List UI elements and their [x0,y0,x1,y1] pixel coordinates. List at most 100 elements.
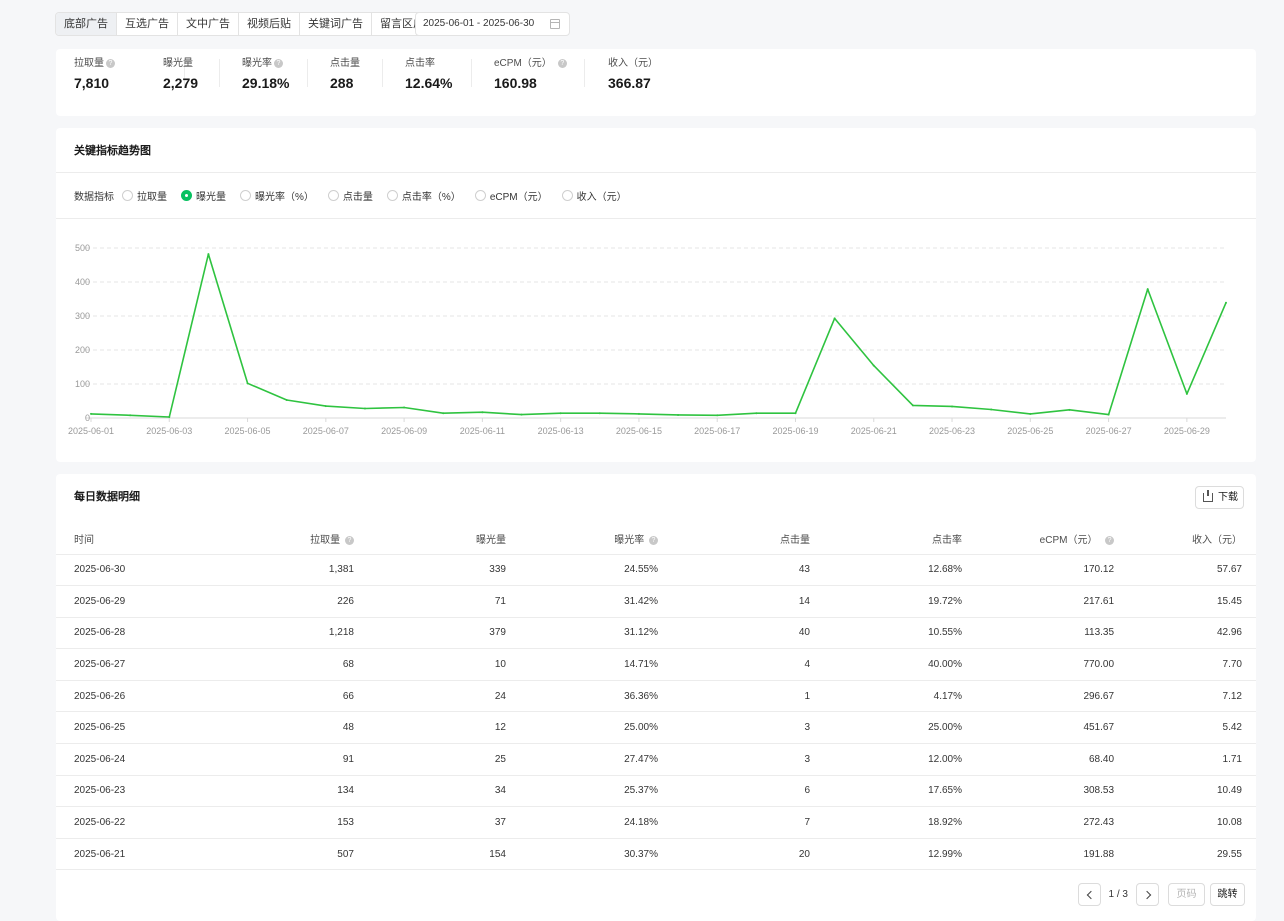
help-icon[interactable]: ? [557,59,567,68]
data-point [520,413,523,416]
table-cell: 1,218 [289,617,354,650]
table-row: 2025-06-23 134 34 25.37% 6 17.65% 308.53 10.49 [56,775,1256,808]
date-range-picker[interactable]: 2025-06-01 - 2025-06-30 [415,12,570,36]
table-cell: 29.55 [1114,838,1256,871]
table-cell: 1.71 [1114,743,1256,776]
radio-label: 拉取量 [137,192,167,203]
table-cell: 2025-06-23 [56,775,290,808]
table-cell: 339 [353,554,506,587]
table-cell: 154 [353,838,506,871]
table-cell: 40.00% [810,648,963,681]
table-cell: 43 [657,554,810,587]
table-cell: 3 [657,743,810,776]
stat-value: 7,810 [74,75,110,91]
tab-mutual-ad[interactable]: 互选广告 [117,13,178,35]
tab-bottom-ad[interactable]: 底部广告 [56,13,117,35]
stat-exposure-rate: 曝光率? 29.18% [242,57,289,91]
table-cell: 12.99% [810,838,963,871]
divider [184,59,185,87]
table-header-row: 时间 拉取量 ? 曝光量 曝光率 ? 点击量 点击率 eCPM（元） ? 收入（… [56,523,1256,555]
x-tick-label: 2025-06-21 [851,426,897,436]
table-cell: 24.55% [505,554,658,587]
y-tick-label: 100 [75,379,90,389]
x-tick-label: 2025-06-07 [303,426,349,436]
metric-radio-revenue[interactable]: 收入（元） [561,188,627,203]
col-time: 时间 [56,523,290,555]
table-cell: 217.61 [962,585,1115,618]
divider [584,59,585,87]
stat-label: 曝光率 [242,58,272,69]
table-cell: 34 [353,775,506,808]
table-cell: 12.00% [810,743,963,776]
table-row: 2025-06-21 507 154 30.37% 20 12.99% 191.88 29.5… [56,838,1256,871]
calendar-icon [550,19,560,29]
next-page-button[interactable] [1136,883,1159,906]
help-icon[interactable]: ? [1105,535,1115,545]
y-tick-label: 400 [75,277,90,287]
data-point [403,406,406,409]
radio-icon [240,190,251,201]
table-cell: 272.43 [962,806,1115,839]
trend-chart: 0 100 200 300 400 500 2025-06-01 2025-06-03 2025… [68,243,1227,436]
help-icon[interactable]: ? [344,535,354,545]
metric-radio-clicks[interactable]: 点击量 [327,188,373,203]
data-point [637,412,640,415]
jump-button[interactable]: 跳转 [1210,883,1245,906]
radio-icon [122,190,133,201]
stat-ctr: 点击率 12.64% [405,57,452,91]
data-point [285,398,288,401]
metric-radio-exposure-rate[interactable]: 曝光率（%） [240,188,314,203]
stat-value: 12.64% [405,75,453,91]
download-button[interactable]: 下载 [1195,486,1244,509]
divider [56,172,1256,173]
x-tick-label: 2025-06-11 [460,426,505,436]
tab-in-article-ad[interactable]: 文中广告 [178,13,239,35]
stat-value: 29.18% [242,75,290,91]
table-cell: 10.08 [1114,806,1256,839]
help-icon[interactable]: ? [274,59,283,68]
help-icon[interactable]: ? [106,59,115,68]
help-icon[interactable]: ? [648,535,658,545]
table-cell: 10.49 [1114,775,1256,808]
table-row: 2025-06-27 68 10 14.71% 4 40.00% 770.00 7.70 [56,648,1256,681]
stat-label: eCPM（元） [494,58,552,69]
divider [219,59,220,87]
metric-radio-ctr[interactable]: 点击率（%） [386,188,461,203]
table-cell: 31.42% [505,585,658,618]
table-cell: 2025-06-21 [56,838,290,871]
metric-radio-ecpm[interactable]: eCPM（元） [474,188,548,203]
col-pull: 拉取量 ? [289,523,354,555]
table-cell: 3 [657,711,810,745]
radio-icon [474,190,486,201]
data-point [442,412,445,415]
metric-radio-exposure[interactable]: 曝光量 [181,188,226,203]
table-row: 2025-06-26 66 24 36.36% 1 4.17% 296.67 7.12 [56,680,1256,713]
prev-page-button[interactable] [1077,883,1101,906]
table-cell: 68.40 [962,743,1115,776]
table-row: 2025-06-28 1,218 379 31.12% 40 10.55% 113.35 42… [56,617,1256,650]
metric-radio-pull[interactable]: 拉取量 [122,188,167,203]
table-cell: 1 [657,680,810,713]
x-tick-label: 2025-06-09 [381,426,427,436]
trend-card: 关键指标趋势图 数据指标 拉取量 曝光量 曝光率（%） 点击量 点击率（%） e… [56,128,1256,462]
download-icon [1203,490,1213,502]
stat-label: 收入（元） [608,58,658,69]
stat-value: 2,279 [163,75,199,91]
table-cell: 1,381 [289,554,354,587]
table-cell: 19.72% [810,585,963,618]
data-point [1068,408,1071,411]
table-cell: 2025-06-25 [56,711,290,745]
table-cell: 6 [657,775,810,808]
tab-keyword-ad[interactable]: 关键词广告 [300,13,372,35]
data-point [481,411,484,414]
stat-label: 曝光量 [163,58,193,69]
page-number-input[interactable]: 页码 [1168,883,1205,906]
data-point [1029,412,1032,415]
data-point [1185,392,1188,395]
table-cell: 48 [289,711,354,745]
tab-video-post-ad[interactable]: 视频后贴 [239,13,300,35]
col-revenue: 收入（元） [1114,523,1256,555]
summary-card: 拉取量? 7,810 曝光量 2,279 曝光率? 29.18% 点击量 288… [56,49,1256,116]
y-tick-label: 300 [75,311,90,321]
data-point [559,412,562,415]
